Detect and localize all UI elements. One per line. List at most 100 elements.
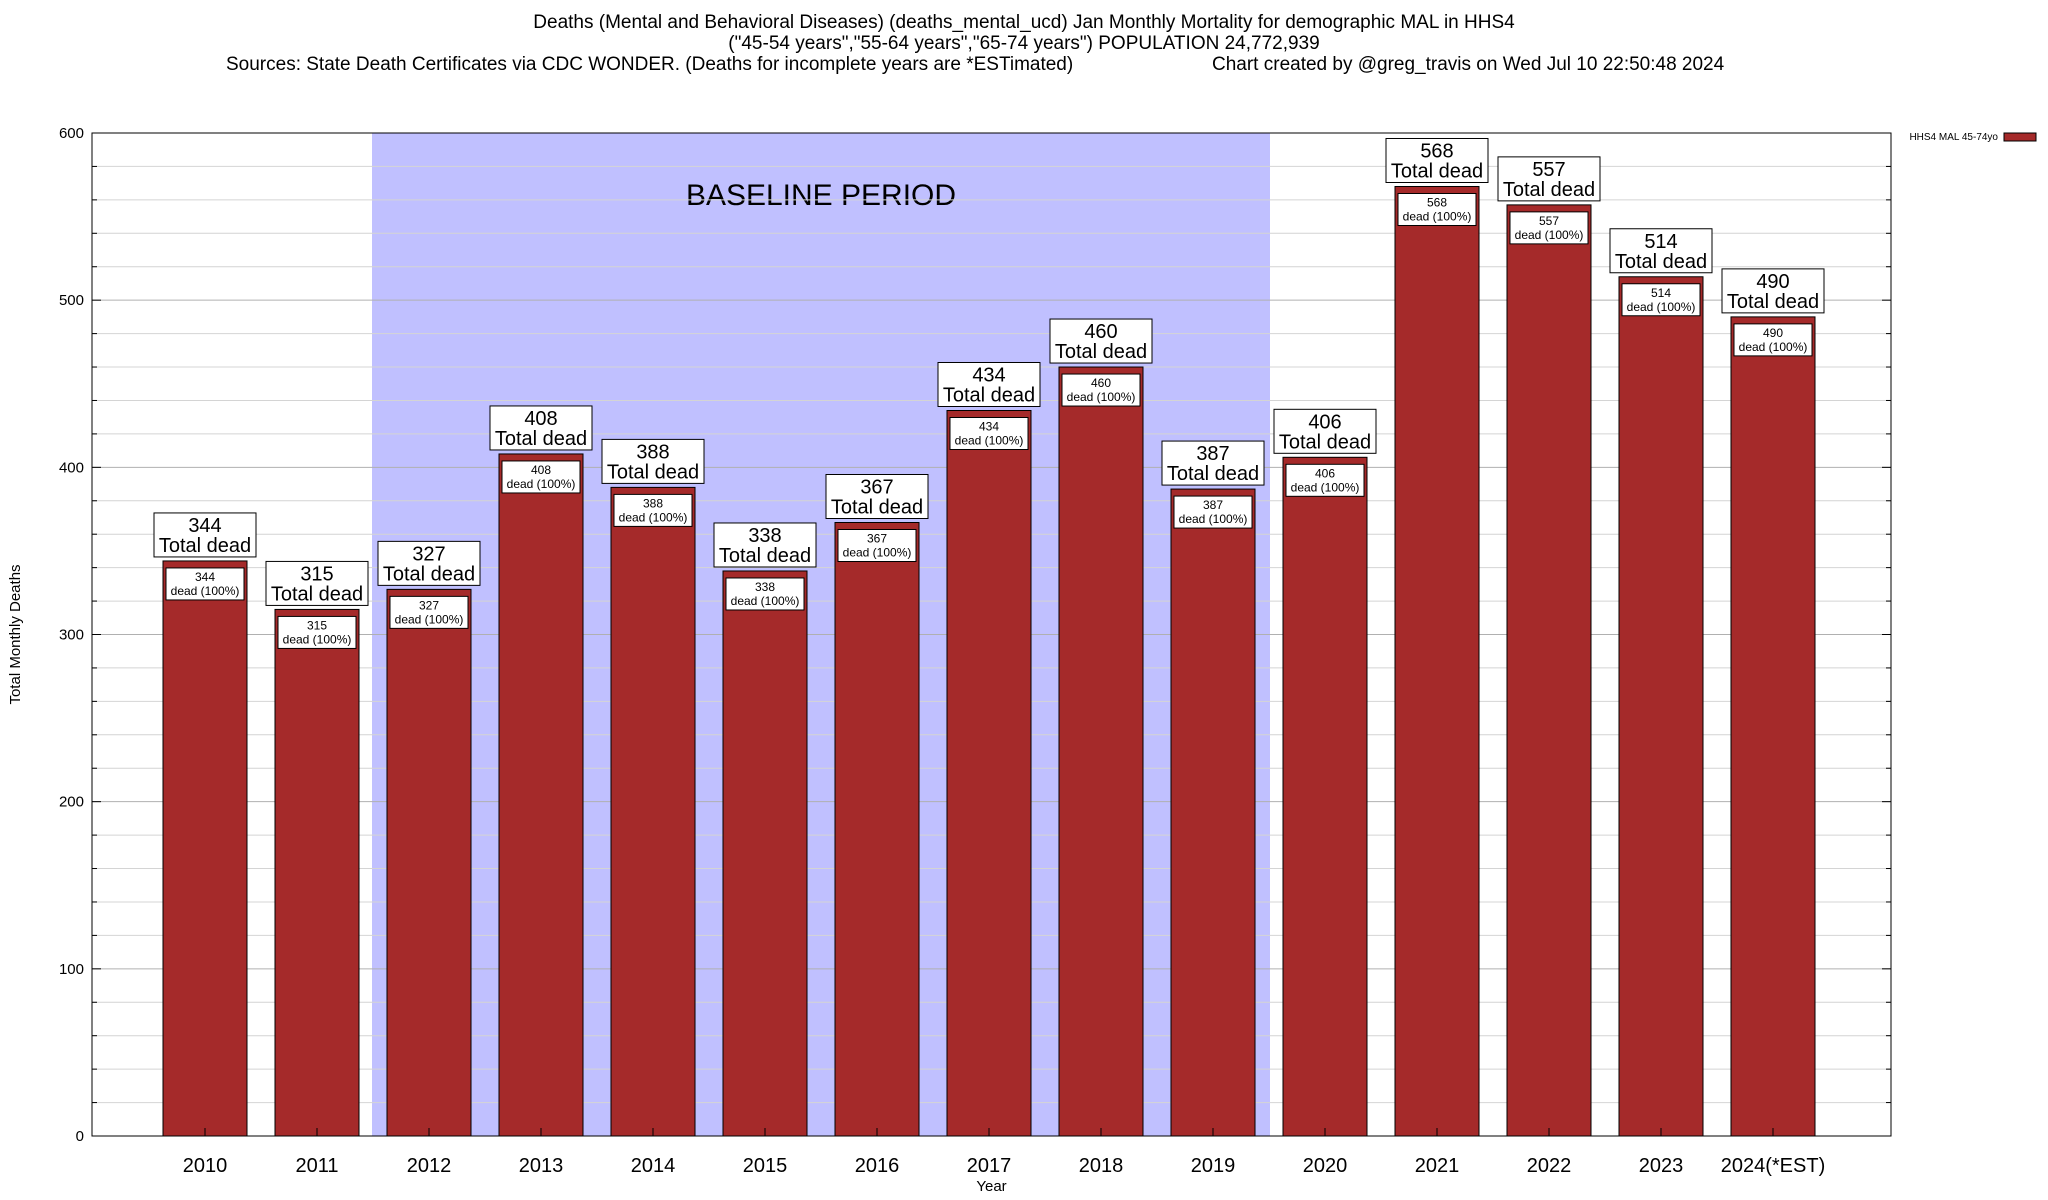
y-tick-label: 300 — [59, 627, 84, 644]
inner-label-value: 387 — [1203, 498, 1223, 512]
x-tick-label: 2013 — [519, 1155, 564, 1177]
total-label-text: Total dead — [1615, 251, 1707, 273]
inner-label-value: 490 — [1763, 326, 1783, 340]
inner-label-text: dead (100%) — [1179, 512, 1248, 526]
total-label-value: 344 — [188, 515, 221, 537]
inner-label-value: 367 — [867, 531, 887, 545]
total-label-box — [377, 540, 481, 586]
bar-2011 — [274, 608, 360, 1137]
inner-label-text: dead (100%) — [1739, 340, 1808, 354]
total-label-text: Total dead — [1391, 160, 1483, 182]
bar-2024(*EST) — [1730, 316, 1816, 1137]
total-label-value: 315 — [300, 563, 333, 585]
title-line-2: ("45-54 years","55-64 years","65-74 year… — [728, 33, 1320, 54]
total-label-value: 514 — [1644, 231, 1677, 253]
total-label-box — [265, 560, 369, 606]
inner-label-text: dead (100%) — [955, 433, 1024, 447]
inner-label-box — [949, 416, 1029, 450]
credit-note: Chart created by @greg_travis on Wed Jul… — [1212, 54, 1725, 75]
total-label-value: 388 — [636, 441, 669, 463]
inner-label-text: dead (100%) — [731, 594, 800, 608]
total-label-value: 460 — [1084, 321, 1117, 343]
total-label-box — [1497, 156, 1601, 202]
inner-label-box — [1285, 463, 1365, 497]
total-label-text: Total dead — [1727, 291, 1819, 313]
inner-label-text: dead (100%) — [1403, 209, 1472, 223]
bar-2012 — [386, 588, 472, 1137]
inner-label-text: dead (100%) — [1515, 228, 1584, 242]
inner-label-text: dead (100%) — [171, 584, 240, 598]
chart-title: Deaths (Mental and Behavioral Diseases) … — [0, 12, 2048, 54]
bar-2020 — [1282, 456, 1368, 1137]
axes-layer: 0 100 200 300 400 500 600 2010 2011 2012 2013 2014 2… — [7, 125, 1892, 1195]
total-label-value: 338 — [748, 525, 781, 547]
total-label-text: Total dead — [719, 545, 811, 567]
inner-label-box — [165, 567, 245, 601]
plot-frame — [91, 132, 1892, 1137]
x-tick-label: 2012 — [407, 1155, 452, 1177]
x-tick-label: 2019 — [1191, 1155, 1236, 1177]
total-label-box — [489, 405, 593, 451]
inner-label-box — [277, 615, 357, 649]
total-label-box — [713, 522, 817, 568]
inner-label-value: 557 — [1539, 214, 1559, 228]
inner-label-text: dead (100%) — [1067, 390, 1136, 404]
bar-2013 — [498, 453, 584, 1137]
x-tick-label: 2022 — [1527, 1155, 1572, 1177]
y-tick-label: 500 — [59, 292, 84, 309]
inner-label-text: dead (100%) — [843, 545, 912, 559]
total-label-value: 557 — [1532, 159, 1565, 181]
inner-label-value: 406 — [1315, 466, 1335, 480]
inner-label-value: 388 — [643, 496, 663, 510]
inner-label-box — [1061, 373, 1141, 407]
total-label-value: 490 — [1756, 271, 1789, 293]
total-label-box — [937, 361, 1041, 407]
total-label-text: Total dead — [1055, 341, 1147, 363]
inner-label-value: 408 — [531, 463, 551, 477]
total-label-box — [1609, 228, 1713, 274]
total-label-text: Total dead — [383, 563, 475, 585]
inner-label-text: dead (100%) — [619, 510, 688, 524]
bar-2022 — [1506, 204, 1592, 1137]
y-tick-label: 600 — [59, 125, 84, 142]
bar-2021 — [1394, 185, 1480, 1137]
y-axis-title: Total Monthly Deaths — [7, 564, 24, 704]
inner-label-box — [1621, 283, 1701, 317]
x-tick-label: 2024(*EST) — [1721, 1155, 1826, 1177]
total-label-text: Total dead — [495, 428, 587, 450]
total-label-box — [601, 438, 705, 484]
inner-label-text: dead (100%) — [395, 612, 464, 626]
inner-label-text: dead (100%) — [507, 477, 576, 491]
total-label-box — [1161, 440, 1265, 486]
total-label-text: Total dead — [943, 384, 1035, 406]
inner-label-box — [613, 493, 693, 527]
x-tick-label: 2016 — [855, 1155, 900, 1177]
bar-2019 — [1170, 488, 1256, 1137]
total-label-text: Total dead — [1279, 431, 1371, 453]
inner-label-text: dead (100%) — [283, 632, 352, 646]
inner-label-value: 460 — [1091, 376, 1111, 390]
total-label-value: 408 — [524, 408, 557, 430]
x-tick-label: 2017 — [967, 1155, 1012, 1177]
x-tick-label: 2015 — [743, 1155, 788, 1177]
total-label-box — [153, 512, 257, 558]
total-label-value: 568 — [1420, 140, 1453, 162]
inner-label-box — [725, 577, 805, 611]
total-label-value: 434 — [972, 364, 1005, 386]
inner-label-box — [501, 460, 581, 494]
sources-note: Sources: State Death Certificates via CD… — [226, 54, 1074, 75]
inner-label-box — [389, 595, 469, 629]
total-label-text: Total dead — [159, 535, 251, 557]
total-label-value: 387 — [1196, 443, 1229, 465]
y-tick-label: 400 — [59, 459, 84, 476]
total-label-box — [1049, 318, 1153, 364]
bar-2016 — [834, 521, 920, 1137]
y-tick-label: 100 — [59, 961, 84, 978]
bar-2014 — [610, 486, 696, 1137]
inner-label-box — [1733, 323, 1813, 357]
x-tick-label: 2010 — [183, 1155, 228, 1177]
inner-label-value: 338 — [755, 580, 775, 594]
total-label-box — [825, 473, 929, 519]
x-tick-label: 2011 — [295, 1155, 338, 1177]
